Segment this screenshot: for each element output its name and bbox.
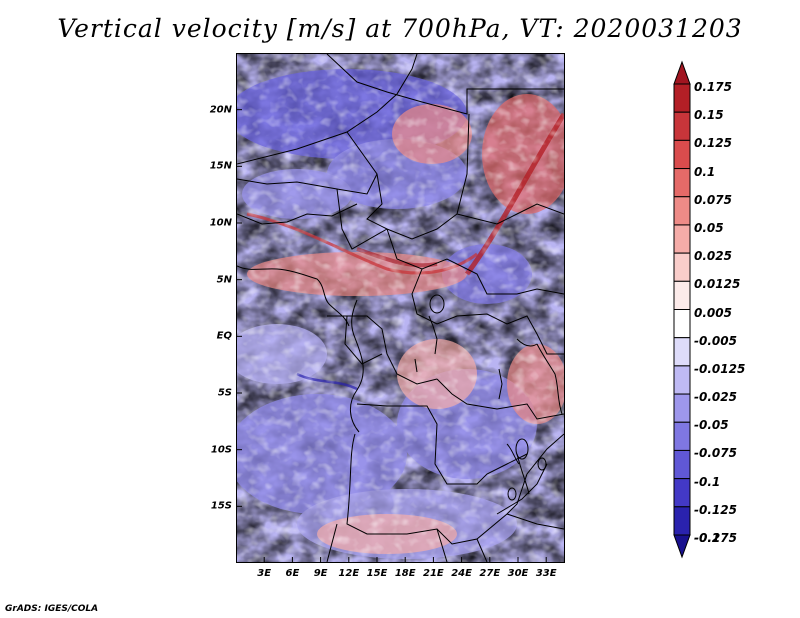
colorbar-swatch <box>673 168 691 198</box>
colorbar-swatch <box>673 309 691 339</box>
lon-tick-label: 15E <box>366 568 388 579</box>
lon-tick-label: 30E <box>507 568 529 579</box>
colorbar-min-triangle <box>673 534 691 559</box>
colorbar-label: 0.0125 <box>694 277 741 292</box>
colorbar-swatch <box>673 224 691 254</box>
colorbar-swatch <box>673 506 691 536</box>
colorbar-label: 0.075 <box>694 192 732 207</box>
colorbar-label: -0.2 <box>694 531 721 545</box>
lat-tick-label: 15N <box>209 160 232 172</box>
lat-tick-label: 10N <box>209 217 232 229</box>
colorbar-swatch <box>673 280 691 310</box>
colorbar-swatch <box>673 449 691 480</box>
lon-tick-label: 3E <box>257 568 272 579</box>
lon-tick-label: 6E <box>285 568 300 579</box>
lon-tick-label: 9E <box>313 568 328 579</box>
colorbar-label: 0.005 <box>694 305 732 320</box>
lon-tick-label: 12E <box>338 568 360 579</box>
colorbar-max-triangle <box>673 60 691 85</box>
lat-tick-label: 5N <box>216 274 232 286</box>
colorbar-swatch <box>673 421 691 451</box>
lat-tick-label: EQ <box>216 330 232 342</box>
lakes <box>414 294 547 501</box>
velocity-field <box>237 54 564 562</box>
colorbar-label: 0.175 <box>694 80 732 94</box>
colorbar-label: 0.125 <box>694 136 732 151</box>
lon-tick-label: 18E <box>394 568 416 579</box>
colorbar-swatch <box>673 252 691 282</box>
colorbar-label: -0.175 <box>694 531 737 545</box>
colorbar-label: -0.1 <box>694 474 721 489</box>
map-plot-area <box>236 53 565 563</box>
country-borders <box>237 54 564 562</box>
colorbar-label: -0.125 <box>694 502 737 517</box>
colorbar-label: 0.025 <box>694 249 732 264</box>
colorbar-swatch <box>673 365 691 395</box>
lat-tick-label: 15S <box>210 500 232 512</box>
lat-tick-label: 5S <box>217 387 232 399</box>
colorbar-label: -0.075 <box>694 446 737 461</box>
lon-tick-label: 21E <box>423 568 444 579</box>
lon-tick-label: 24E <box>451 568 472 579</box>
colorbar-label: 0.15 <box>694 108 724 123</box>
colorbar-label: 0.05 <box>694 220 724 235</box>
colorbar-swatch <box>673 196 691 226</box>
lat-tick-label: 10S <box>210 444 232 456</box>
colorbar-swatch <box>673 337 691 367</box>
colorbar-swatch <box>673 478 691 508</box>
colorbar-swatch <box>673 139 691 170</box>
credit-text: GrADS: IGES/COLA <box>5 604 99 614</box>
colorbar-label: -0.0125 <box>694 361 746 376</box>
colorbar-swatch <box>673 83 691 113</box>
lat-tick-label: 20N <box>209 104 232 116</box>
colorbar-label: 0.1 <box>694 164 716 179</box>
colorbar-swatch <box>673 393 691 423</box>
colorbar-label: -0.05 <box>694 418 729 433</box>
colorbar-swatch <box>673 111 691 141</box>
colorbar-label: -0.005 <box>694 333 737 348</box>
lon-tick-label: 27E <box>479 568 501 579</box>
map-title: Vertical velocity [m/s] at 700hPa, VT: 2… <box>57 14 743 43</box>
lon-tick-label: 33E <box>535 568 557 579</box>
colorbar-label: -0.025 <box>694 390 737 405</box>
